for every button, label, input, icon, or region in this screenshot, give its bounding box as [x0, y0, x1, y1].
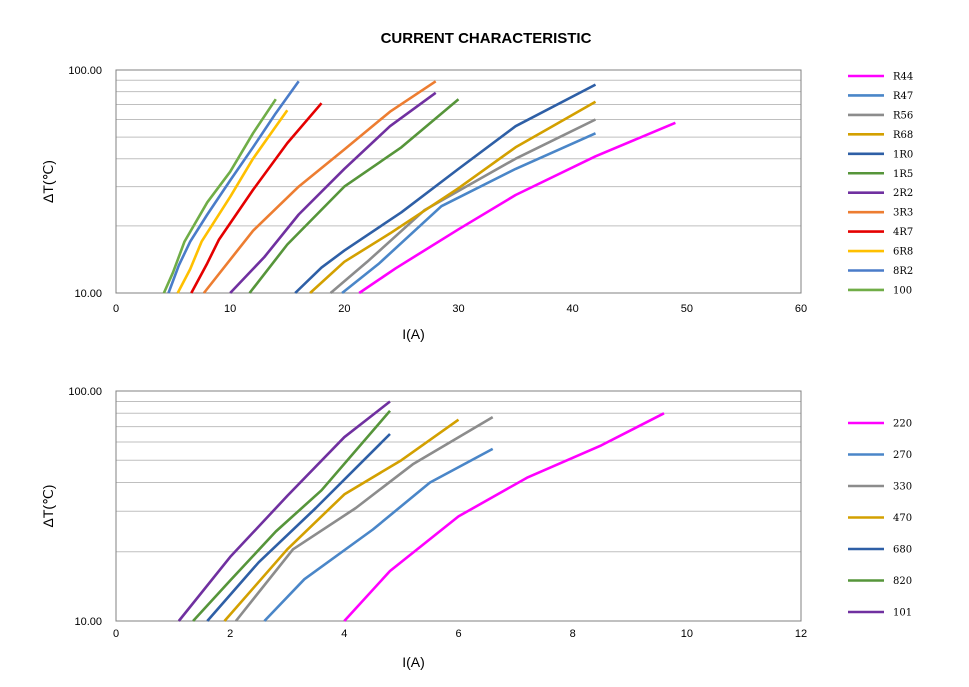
legend-label-8R2: 8R2: [893, 266, 913, 277]
series-line-8R2: [167, 80, 300, 294]
chart-top: 10.00 100.00 0 10 20 30 40 50 60 I(A) ΔT(℃) R44 R47 R…: [40, 65, 913, 342]
y-tick-label: 100.00: [68, 65, 102, 77]
series-line-R47: [341, 132, 597, 295]
x-tick-label: 0: [113, 628, 119, 640]
x-tick-label: 10: [681, 628, 693, 640]
legend-label-100: 100: [893, 285, 912, 296]
chart-bottom: 10.00 100.00 0 2 4 6 8 10 12 I(A) ΔT(℃) 220 270 330 47…: [40, 386, 912, 670]
legend-label-1R5: 1R5: [893, 169, 913, 180]
legend-label-R68: R68: [893, 130, 913, 141]
plot-area-frame: [115, 390, 802, 622]
series-line-2R2: [229, 91, 437, 294]
x-tick-label: 40: [567, 303, 579, 315]
legend-label-270: 270: [893, 450, 912, 461]
y-tick-label: 10.00: [74, 288, 102, 300]
legend-label-101: 101: [893, 608, 912, 619]
legend-label-470: 470: [893, 513, 912, 524]
legend-label-R44: R44: [893, 72, 913, 83]
x-tick-label: 8: [570, 628, 576, 640]
x-tick-label: 6: [455, 628, 461, 640]
series-line-R68: [309, 100, 597, 294]
legend-label-R47: R47: [893, 91, 913, 102]
y-tick-label: 100.00: [68, 386, 102, 398]
x-axis-label: I(A): [402, 326, 425, 342]
x-tick-label: 4: [341, 628, 347, 640]
series-line-4R7: [190, 102, 323, 294]
legend-label-6R8: 6R8: [893, 247, 913, 258]
x-tick-label: 50: [681, 303, 693, 315]
x-tick-label: 2: [227, 628, 233, 640]
legend-label-4R7: 4R7: [893, 227, 913, 238]
x-tick-label: 30: [452, 303, 464, 315]
series-line-270: [263, 447, 494, 622]
series-line-1R5: [248, 98, 460, 294]
y-axis-label: ΔT(℃): [40, 160, 56, 203]
series-line-3R3: [202, 80, 437, 294]
plot-area-frame: [115, 69, 802, 294]
series-line-R44: [358, 121, 676, 295]
series-line-101: [177, 400, 391, 622]
series-line-1R0: [294, 83, 597, 294]
y-tick-label: 10.00: [74, 616, 102, 628]
x-tick-label: 12: [795, 628, 807, 640]
series-line-470: [223, 418, 460, 622]
legend-label-680: 680: [893, 545, 912, 556]
series-line-330: [234, 415, 494, 622]
series-line-680: [206, 433, 391, 622]
x-tick-label: 60: [795, 303, 807, 315]
legend-label-220: 220: [893, 419, 912, 430]
series-line-6R8: [176, 109, 289, 294]
x-tick-label: 0: [113, 303, 119, 315]
legend-label-R56: R56: [893, 110, 913, 121]
legend-label-1R0: 1R0: [893, 149, 913, 160]
x-axis-label: I(A): [402, 654, 425, 670]
series-line-220: [343, 412, 665, 622]
series-line-820: [192, 409, 391, 622]
legend-label-2R2: 2R2: [893, 188, 913, 199]
x-tick-label: 20: [338, 303, 350, 315]
y-axis-label: ΔT(℃): [40, 485, 56, 528]
legend-label-820: 820: [893, 576, 912, 587]
legend-label-330: 330: [893, 482, 912, 493]
x-tick-label: 10: [224, 303, 236, 315]
legend-label-3R3: 3R3: [893, 208, 913, 219]
chart-title: CURRENT CHARACTERISTIC: [381, 30, 592, 47]
series-line-100: [162, 98, 277, 294]
